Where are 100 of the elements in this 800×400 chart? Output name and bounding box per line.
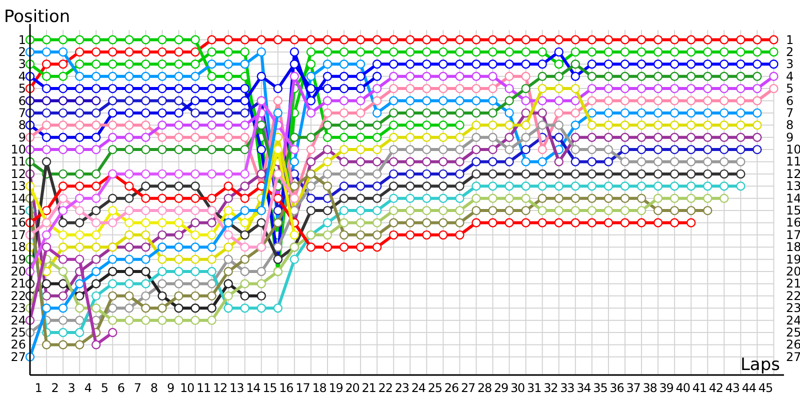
point: [521, 206, 530, 216]
point: [620, 47, 630, 57]
point: [752, 120, 762, 130]
point: [58, 96, 68, 106]
x-tick-label: 31: [527, 381, 542, 395]
y-tick-label: 2: [18, 44, 26, 59]
point: [224, 194, 233, 203]
point: [521, 84, 530, 94]
point: [207, 254, 216, 264]
point: [720, 157, 729, 166]
point: [42, 304, 52, 313]
point: [290, 132, 300, 142]
point: [570, 182, 580, 191]
point: [240, 254, 250, 264]
point: [504, 108, 514, 118]
point: [653, 144, 663, 154]
point: [686, 194, 696, 203]
point: [224, 108, 233, 118]
point: [488, 60, 498, 69]
point: [339, 157, 349, 166]
point: [256, 279, 266, 288]
point: [504, 47, 514, 57]
point: [124, 47, 134, 57]
point: [406, 218, 415, 228]
point: [141, 194, 150, 203]
point: [521, 60, 530, 69]
point: [273, 144, 283, 154]
point: [158, 120, 167, 130]
point: [752, 72, 762, 81]
point: [207, 72, 216, 81]
point: [472, 157, 481, 166]
point: [438, 96, 448, 106]
point: [620, 60, 630, 69]
point: [158, 266, 167, 276]
point: [686, 96, 696, 106]
point: [190, 84, 200, 94]
point: [472, 108, 481, 118]
point: [124, 108, 134, 118]
point: [587, 108, 597, 118]
x-tick-label: 17: [296, 381, 310, 395]
point: [124, 84, 134, 94]
point: [570, 108, 580, 118]
point: [736, 120, 746, 130]
point: [356, 206, 366, 216]
point: [158, 96, 167, 106]
point: [438, 194, 448, 203]
point: [141, 169, 150, 179]
point: [769, 47, 778, 57]
point: [58, 218, 68, 228]
point: [372, 182, 382, 191]
point: [158, 72, 167, 81]
point: [74, 84, 84, 94]
point: [42, 144, 52, 154]
point: [108, 254, 118, 264]
point: [422, 194, 432, 203]
point: [306, 84, 316, 94]
point: [670, 206, 680, 216]
point: [455, 96, 464, 106]
point: [141, 279, 150, 288]
point: [670, 84, 680, 94]
point: [670, 144, 680, 154]
point: [174, 218, 184, 228]
point: [752, 132, 762, 142]
point: [141, 218, 150, 228]
point: [256, 35, 266, 44]
point: [108, 96, 118, 106]
point: [488, 169, 498, 179]
point: [587, 132, 597, 142]
x-tick-label: 37: [626, 381, 640, 395]
point: [141, 291, 150, 301]
y-tick-label: 3: [18, 57, 26, 72]
point: [339, 60, 349, 69]
point: [620, 132, 630, 142]
point: [124, 132, 134, 142]
y-tick-label: 13: [10, 179, 26, 194]
point: [752, 96, 762, 106]
point: [190, 242, 200, 252]
point: [158, 291, 167, 301]
point: [636, 132, 646, 142]
point: [92, 206, 101, 216]
x-tick-label: 40: [676, 381, 690, 395]
point: [521, 72, 530, 81]
x-tick-label: 1: [34, 381, 42, 395]
x-tick-label: 30: [510, 381, 525, 395]
point: [74, 254, 84, 264]
point: [472, 35, 481, 44]
point: [372, 96, 382, 106]
point: [306, 182, 316, 191]
point: [422, 182, 432, 191]
point: [653, 108, 663, 118]
point: [58, 120, 68, 130]
point: [190, 35, 200, 44]
point: [455, 72, 464, 81]
point: [703, 96, 712, 106]
point: [356, 144, 366, 154]
point: [703, 132, 712, 142]
point: [158, 230, 167, 240]
x-tick-label: 4: [84, 381, 92, 395]
point: [538, 144, 547, 154]
point: [504, 60, 514, 69]
